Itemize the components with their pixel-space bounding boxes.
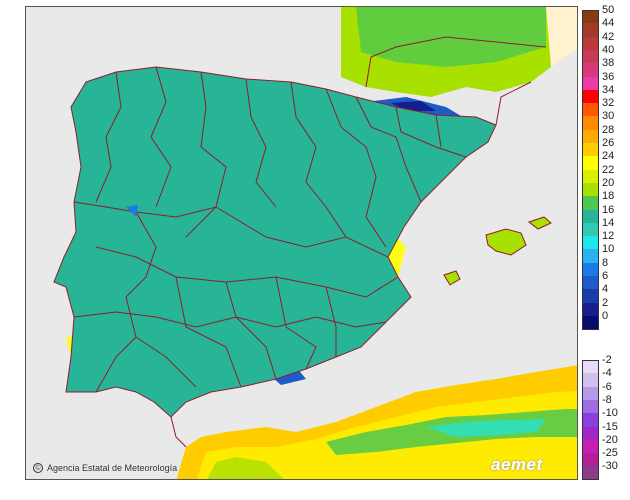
- legend-swatch: [582, 236, 599, 250]
- legend-swatch: [582, 222, 599, 237]
- legend-swatch: [582, 196, 599, 210]
- legend-swatch: [582, 453, 599, 467]
- legend-swatch: [582, 413, 599, 427]
- legend-label: 28: [602, 123, 615, 136]
- legend-label: 42: [602, 30, 615, 43]
- legend-label: 2: [602, 296, 609, 309]
- aemet-logo: aemet: [491, 455, 543, 474]
- legend-label: -2: [602, 354, 612, 366]
- legend-label: 36: [602, 70, 615, 83]
- legend-label: -4: [602, 367, 612, 380]
- legend-swatch: [582, 373, 599, 388]
- legend-label: -30: [602, 460, 618, 473]
- legend-swatch: [582, 182, 599, 197]
- temperature-map: © Agencia Estatal de Meteorología aemet: [25, 6, 578, 480]
- legend-swatch: [582, 103, 599, 117]
- legend-swatch: [582, 143, 599, 157]
- legend-swatch: [582, 49, 599, 64]
- legend-swatch: [582, 466, 599, 481]
- legend-label: -10: [602, 407, 618, 420]
- legend-swatch: [582, 36, 599, 51]
- legend-label: 10: [602, 243, 615, 256]
- legend-swatch: [582, 426, 599, 441]
- temperature-legend: 50 44 42 40 38 36 34 32 30 28 26 24 22 20 18 16 14 12 10 8 6…: [582, 5, 630, 486]
- copyright-icon: ©: [33, 463, 43, 473]
- legend-label: 8: [602, 256, 609, 269]
- legend-swatch: [582, 249, 599, 264]
- legend-label: 38: [602, 57, 615, 70]
- legend-label: -20: [602, 433, 618, 446]
- legend-swatch: [582, 76, 599, 91]
- legend-swatch: [582, 209, 599, 224]
- legend-label: 50: [602, 4, 615, 16]
- legend-swatch: [582, 262, 599, 277]
- map-canvas: [26, 7, 577, 479]
- legend-label: 44: [602, 17, 615, 30]
- legend-label: 12: [602, 230, 615, 243]
- mallorca: [486, 229, 526, 255]
- legend-swatch: [582, 360, 599, 374]
- legend-swatch: [582, 289, 599, 304]
- province-borders: [53, 36, 552, 448]
- legend-swatch: [582, 315, 599, 330]
- legend-swatch: [582, 10, 599, 24]
- legend-label: 20: [602, 176, 615, 189]
- legend-swatch: [582, 439, 599, 454]
- legend-swatch: [582, 129, 599, 144]
- legend-label: 16: [602, 203, 615, 216]
- legend-swatch: [582, 156, 599, 171]
- legend-swatch: [582, 23, 599, 38]
- legend-label: -6: [602, 380, 612, 393]
- credit-label: Agencia Estatal de Meteorología: [47, 463, 178, 473]
- legend-label: 34: [602, 83, 615, 96]
- legend-label: 30: [602, 110, 615, 123]
- legend-swatch: [582, 399, 599, 414]
- legend-label: 14: [602, 216, 615, 229]
- legend-label: 40: [602, 43, 615, 56]
- legend-swatch: [582, 89, 599, 104]
- legend-swatch: [582, 302, 599, 317]
- legend-swatch: [582, 63, 599, 77]
- legend-swatch: [582, 386, 599, 401]
- legend-label: 0: [602, 309, 609, 322]
- legend-label: 24: [602, 150, 615, 163]
- legend-swatch: [582, 276, 599, 290]
- legend-label: 4: [602, 283, 609, 296]
- credit-text: © Agencia Estatal de Meteorología: [33, 463, 177, 473]
- legend-label: 22: [602, 163, 615, 176]
- legend-label: -25: [602, 447, 618, 460]
- corner-region: [546, 7, 577, 67]
- legend-label: 6: [602, 270, 609, 282]
- legend-label: 18: [602, 190, 615, 203]
- legend-label: -15: [602, 420, 618, 433]
- legend-label: 26: [602, 137, 615, 149]
- legend-label: 32: [602, 97, 615, 110]
- legend-swatch: [582, 169, 599, 184]
- legend-label: -8: [602, 393, 612, 406]
- legend-swatch: [582, 116, 599, 131]
